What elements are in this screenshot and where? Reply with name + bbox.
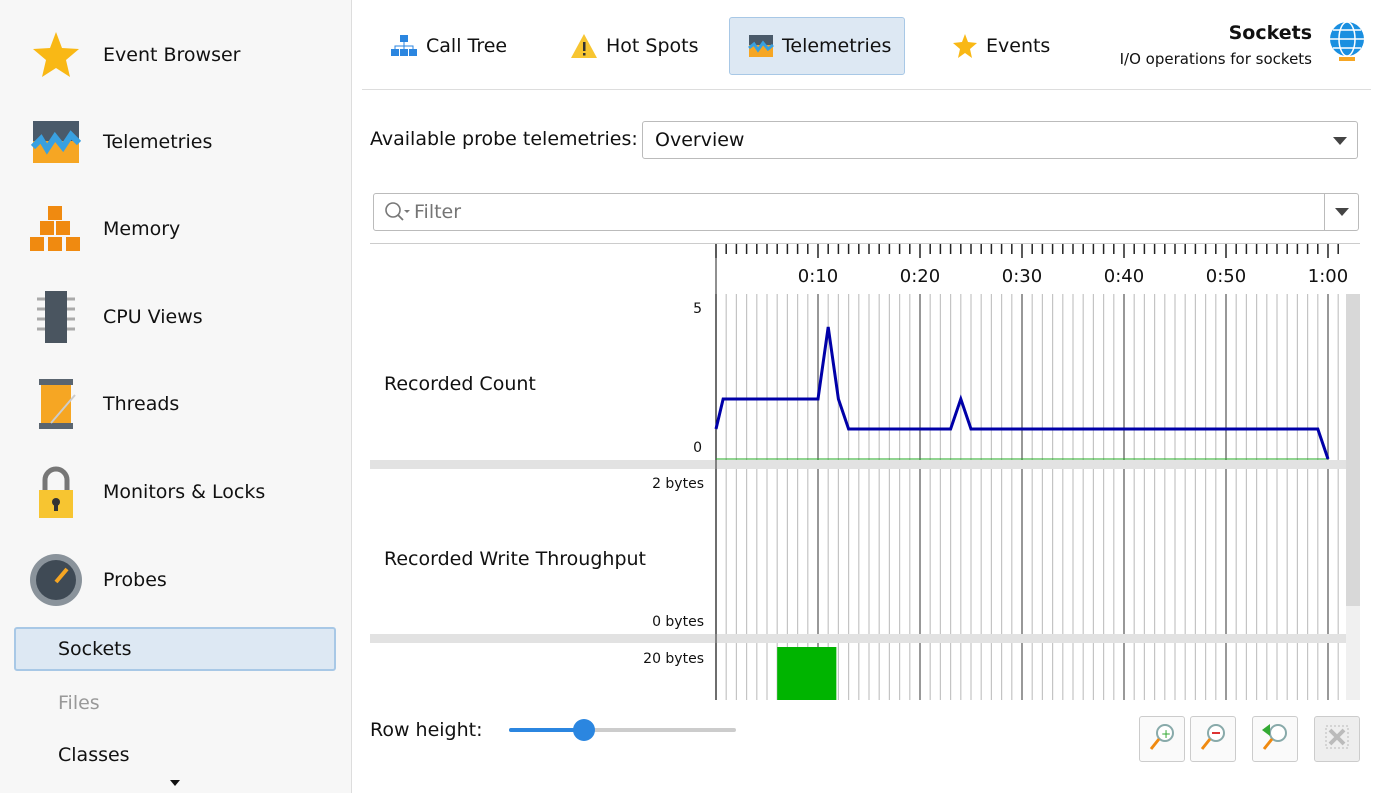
header-title: Sockets: [1228, 22, 1312, 44]
series-recorded-count: [714, 326, 1330, 460]
zoom-out-button[interactable]: [1190, 716, 1236, 762]
gauge-icon: [28, 552, 84, 608]
throughput-bar: [777, 647, 837, 700]
sidebar-item-label: Threads: [103, 393, 180, 415]
sidebar-item-label: CPU Views: [103, 306, 203, 328]
chevron-down-icon: [1335, 208, 1349, 216]
sidebar-subitem-sockets[interactable]: Sockets: [14, 627, 336, 671]
filter-dropdown-button[interactable]: [1324, 194, 1358, 230]
tab-telemetries[interactable]: Telemetries: [729, 17, 905, 75]
sidebar-item-label: Telemetries: [103, 131, 213, 153]
sidebar-item-label: Memory: [103, 218, 181, 240]
chevron-down-icon: [1333, 137, 1347, 145]
row-height-slider[interactable]: [509, 719, 736, 741]
scrollbar-thumb[interactable]: [1346, 294, 1360, 606]
row-height-label: Row height:: [370, 719, 483, 741]
tab-hot-spots[interactable]: Hot Spots: [552, 17, 717, 75]
sidebar-item-label: Monitors & Locks: [103, 481, 266, 503]
padlock-icon: [28, 464, 84, 520]
zoom-reset-button[interactable]: [1252, 716, 1298, 762]
sidebar-item-probes[interactable]: Probes: [28, 550, 167, 610]
sidebar-subitem-files[interactable]: Files: [14, 681, 336, 725]
sidebar-item-threads[interactable]: Threads: [28, 374, 179, 434]
telemetries-icon: [28, 114, 84, 170]
y-tick-label: 0: [693, 440, 702, 456]
filter-field[interactable]: [373, 193, 1359, 231]
sidebar-item-monitors-locks[interactable]: Monitors & Locks: [28, 462, 265, 522]
slider-thumb[interactable]: [572, 719, 595, 741]
warning-icon: [570, 33, 598, 59]
subitem-label: Classes: [58, 744, 130, 766]
header-divider: [362, 89, 1371, 90]
telemetry-timeline[interactable]: 0:10 0:20 0:30 0:40 0:50 1:00: [714, 244, 1349, 700]
row-label-recorded-count: Recorded Count: [384, 373, 536, 395]
zoom-out-icon: [1198, 722, 1228, 757]
subitem-label: Files: [58, 692, 100, 714]
vertical-scrollbar[interactable]: [1346, 294, 1360, 700]
time-tick-label: 0:40: [1104, 266, 1144, 287]
tab-label: Hot Spots: [606, 35, 699, 57]
cpu-chip-icon: [28, 289, 84, 345]
y-tick-label: 20 bytes: [643, 651, 704, 667]
sidebar: Event Browser Telemetries Memory CPU Vie…: [0, 0, 352, 793]
sidebar-item-label: Probes: [103, 569, 167, 591]
filter-input[interactable]: [414, 201, 1294, 223]
sidebar-item-telemetries[interactable]: Telemetries: [28, 112, 212, 172]
tab-label: Call Tree: [426, 35, 508, 57]
zoom-in-button[interactable]: +: [1139, 716, 1185, 762]
y-tick-label: 2 bytes: [652, 476, 704, 492]
scroll-down-arrow-icon[interactable]: [170, 780, 180, 786]
time-tick-label: 0:20: [900, 266, 940, 287]
row-separator[interactable]: [370, 460, 1346, 469]
y-tick-label: 5: [693, 301, 702, 317]
star-icon: [28, 27, 84, 83]
tab-events[interactable]: Events: [934, 17, 1068, 75]
clear-selection-button[interactable]: [1314, 716, 1360, 762]
sidebar-subitem-classes[interactable]: Classes: [14, 733, 336, 777]
telemetries-icon: [748, 33, 774, 59]
zoom-in-icon: +: [1147, 722, 1177, 757]
header-subtitle: I/O operations for sockets: [1119, 50, 1312, 68]
hierarchy-icon: [390, 34, 418, 58]
star-icon: [952, 33, 978, 59]
svg-text:+: +: [1161, 727, 1171, 741]
probe-telemetry-dropdown[interactable]: Overview: [642, 121, 1358, 159]
subitem-label: Sockets: [58, 638, 132, 660]
close-icon: [1324, 724, 1350, 755]
sidebar-item-memory[interactable]: Memory: [28, 199, 180, 259]
probe-select-label: Available probe telemetries:: [370, 128, 638, 150]
thread-spool-icon: [28, 376, 84, 432]
tab-call-tree[interactable]: Call Tree: [372, 17, 525, 75]
time-tick-label: 1:00: [1308, 266, 1348, 287]
time-tick-label: 0:30: [1002, 266, 1042, 287]
slider-fill: [509, 728, 584, 732]
row-label-recorded-write-throughput: Recorded Write Throughput: [384, 548, 647, 570]
time-tick-label: 0:50: [1206, 266, 1246, 287]
tab-label: Events: [986, 35, 1051, 57]
search-icon: [384, 201, 412, 223]
sidebar-item-label: Event Browser: [103, 44, 241, 66]
chart-divider: [370, 243, 1360, 244]
memory-blocks-icon: [28, 201, 84, 257]
zoom-reset-icon: [1260, 722, 1290, 757]
sidebar-item-event-browser[interactable]: Event Browser: [28, 25, 240, 85]
dropdown-value: Overview: [655, 129, 745, 151]
sidebar-item-cpu-views[interactable]: CPU Views: [28, 287, 203, 347]
tab-label: Telemetries: [782, 35, 892, 57]
row-separator[interactable]: [370, 634, 1346, 643]
time-tick-label: 0:10: [798, 266, 838, 287]
header-info: Sockets I/O operations for sockets: [1120, 22, 1312, 68]
y-tick-label: 0 bytes: [652, 614, 704, 630]
globe-icon: [1327, 20, 1367, 67]
